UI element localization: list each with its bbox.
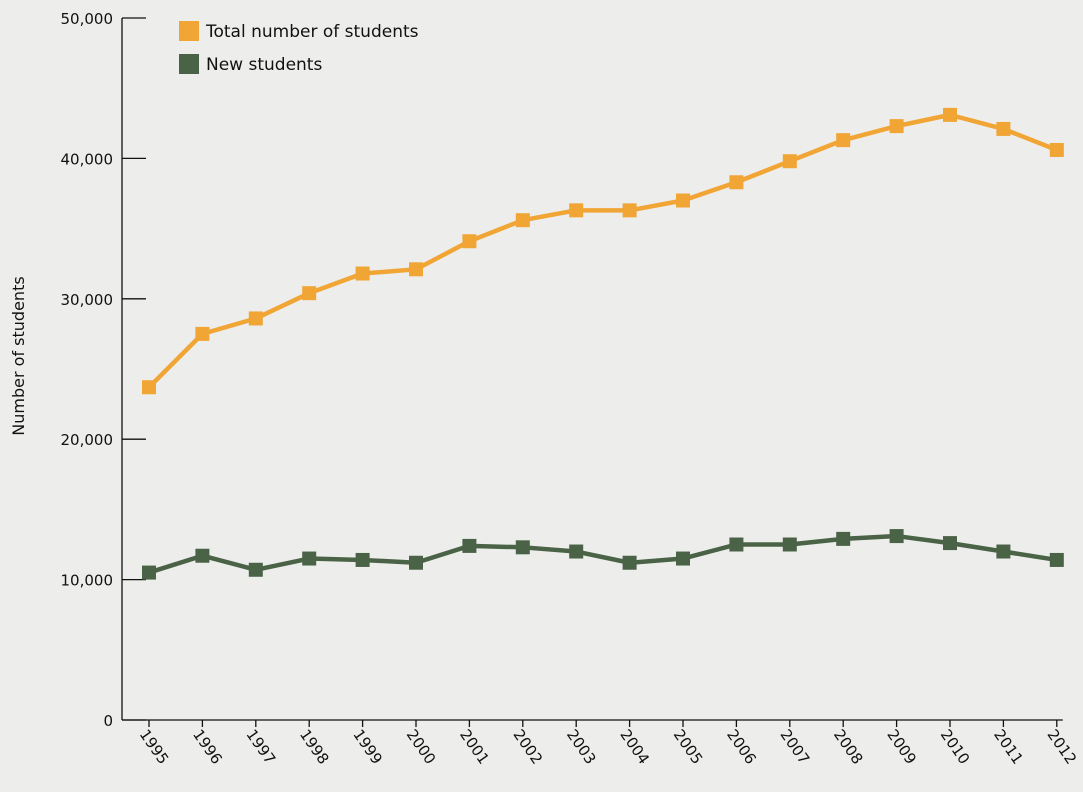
data-point-marker bbox=[996, 544, 1011, 559]
data-point-marker bbox=[142, 565, 156, 580]
axes: 0 10,000 20,000 30,000 40,000 50,000 1995 1996… bbox=[9, 10, 1080, 768]
data-point-marker bbox=[1049, 552, 1064, 567]
data-point-marker bbox=[836, 133, 851, 148]
y-tick-label: 50,000 bbox=[61, 10, 114, 28]
data-point-marker bbox=[676, 551, 690, 566]
x-tick-label: 2000 bbox=[403, 726, 440, 768]
series-layer bbox=[142, 107, 1064, 580]
data-point-marker bbox=[195, 548, 210, 563]
y-tick-label: 30,000 bbox=[61, 291, 114, 309]
data-point-marker bbox=[248, 311, 263, 326]
y-axis-label: Number of students bbox=[9, 276, 28, 435]
y-tick-label: 40,000 bbox=[61, 150, 114, 168]
data-point-marker bbox=[462, 538, 477, 553]
y-tick-label: 10,000 bbox=[61, 572, 114, 590]
data-point-marker bbox=[515, 540, 530, 555]
data-point-marker bbox=[889, 529, 904, 544]
data-point-marker bbox=[302, 286, 317, 301]
x-tick-label: 2002 bbox=[510, 726, 547, 768]
x-tick-label: 2012 bbox=[1044, 726, 1081, 768]
data-point-marker bbox=[195, 326, 210, 341]
x-tick-label: 2008 bbox=[830, 726, 867, 768]
data-point-marker bbox=[409, 262, 423, 277]
legend-label: New students bbox=[206, 55, 322, 75]
x-tick-label: 2004 bbox=[616, 726, 653, 768]
x-tick-label: 2011 bbox=[990, 726, 1027, 768]
data-point-marker bbox=[729, 175, 744, 190]
data-point-marker bbox=[676, 193, 690, 208]
x-tick-label: 2005 bbox=[670, 726, 707, 768]
x-tick-label: 1999 bbox=[349, 726, 386, 768]
x-tick-label: 1998 bbox=[296, 726, 333, 768]
data-point-marker bbox=[782, 154, 797, 169]
data-point-marker bbox=[782, 537, 797, 552]
data-point-marker bbox=[409, 555, 423, 570]
x-tick-label: 2010 bbox=[937, 726, 974, 768]
data-point-marker bbox=[142, 380, 156, 395]
legend-label: Total number of students bbox=[205, 22, 419, 42]
legend: Total number of students New students bbox=[179, 21, 419, 75]
y-tick-label: 0 bbox=[103, 712, 113, 730]
legend-swatch bbox=[179, 54, 199, 74]
x-tick-label: 2009 bbox=[883, 726, 920, 768]
x-tick-label: 1996 bbox=[189, 726, 226, 768]
data-point-marker bbox=[729, 537, 744, 552]
y-tick-label: 20,000 bbox=[61, 431, 114, 449]
x-tick-label: 2003 bbox=[563, 726, 600, 768]
data-point-marker bbox=[462, 234, 477, 249]
series-0 bbox=[142, 107, 1064, 395]
data-point-marker bbox=[569, 203, 584, 218]
x-tick-label: 1997 bbox=[243, 726, 280, 768]
x-tick-label: 1995 bbox=[136, 726, 173, 768]
data-point-marker bbox=[622, 203, 637, 218]
data-point-marker bbox=[355, 266, 370, 281]
y-ticks: 0 10,000 20,000 30,000 40,000 50,000 bbox=[61, 10, 146, 730]
data-point-marker bbox=[569, 544, 584, 559]
data-point-marker bbox=[836, 531, 851, 546]
data-point-marker bbox=[302, 551, 317, 566]
data-point-marker bbox=[515, 213, 530, 228]
data-point-marker bbox=[355, 552, 370, 567]
data-point-marker bbox=[622, 555, 637, 570]
data-point-marker bbox=[1049, 142, 1064, 157]
data-point-marker bbox=[943, 107, 957, 122]
data-point-marker bbox=[889, 119, 904, 134]
series-line bbox=[148, 533, 1058, 575]
x-ticks: 1995 1996 1997 1998 1999 2000 2001 2002 2003 2004… bbox=[136, 720, 1080, 768]
data-point-marker bbox=[996, 121, 1011, 136]
x-tick-label: 2007 bbox=[777, 726, 814, 768]
x-tick-label: 2001 bbox=[456, 726, 493, 768]
series-1 bbox=[142, 529, 1064, 580]
legend-swatch bbox=[179, 21, 199, 41]
series-line bbox=[147, 112, 1058, 389]
data-point-marker bbox=[248, 562, 263, 577]
x-tick-label: 2006 bbox=[723, 726, 760, 768]
data-point-marker bbox=[943, 536, 957, 551]
